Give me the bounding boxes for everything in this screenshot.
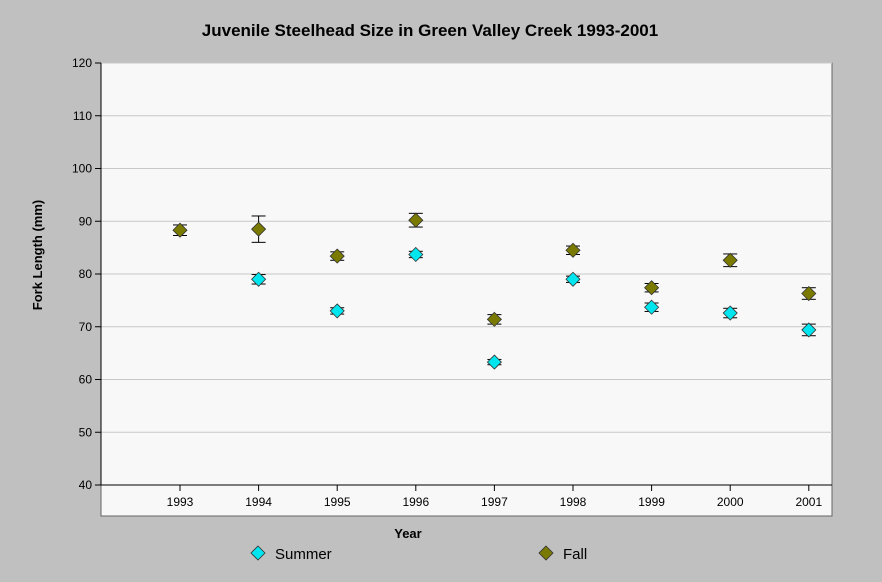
x-tick-label: 1994 (245, 495, 272, 509)
x-tick-label: 1999 (638, 495, 665, 509)
x-axis-title: Year (394, 526, 421, 541)
x-tick-label: 1993 (167, 495, 194, 509)
data-point-summer-1994 (251, 271, 267, 287)
legend-marker-fall (538, 545, 554, 561)
legend-marker-summer (250, 545, 266, 561)
y-axis-title: Fork Length (mm) (30, 200, 45, 311)
data-point-summer-1998 (565, 271, 581, 287)
x-tick-label: 1996 (402, 495, 429, 509)
y-tick-label: 90 (79, 214, 93, 228)
data-point-summer-1996 (408, 246, 424, 263)
legend: Summer Fall (250, 545, 587, 563)
x-tick-label: 1998 (560, 495, 587, 509)
x-tick-label: 2001 (795, 495, 822, 509)
data-point-fall-1995 (329, 248, 345, 264)
legend-label-summer: Summer (275, 546, 332, 563)
data-point-fall-1999 (644, 280, 660, 296)
data-point-fall-1993 (172, 222, 188, 238)
y-tick-label: 110 (73, 109, 92, 123)
y-tick-label: 60 (79, 373, 93, 387)
x-axis-ticks: 1993 1994 1995 1996 1997 1998 1999 2000 2001 (167, 485, 822, 509)
x-tick-label: 2000 (717, 495, 744, 509)
y-tick-label: 40 (79, 478, 93, 492)
y-tick-label: 100 (72, 162, 92, 176)
data-point-fall-2001 (801, 285, 817, 302)
data-point-fall-1996 (408, 212, 424, 228)
data-point-summer-1995 (329, 303, 345, 319)
y-tick-label: 120 (72, 56, 92, 70)
plot-area (100, 62, 833, 517)
y-axis-ticks: 40 50 60 70 80 90 100 110 120 (72, 56, 101, 492)
data-point-summer-1999 (644, 299, 660, 315)
x-tick-label: 1997 (481, 495, 508, 509)
legend-label-fall: Fall (563, 546, 587, 563)
y-tick-label: 70 (79, 320, 93, 334)
y-tick-label: 80 (79, 267, 93, 281)
data-point-fall-1997 (486, 311, 502, 327)
grid-lines (101, 62, 832, 433)
data-point-summer-1997 (486, 354, 502, 370)
y-tick-label: 50 (79, 425, 93, 439)
x-tick-label: 1995 (324, 495, 351, 509)
data-point-fall-1994 (251, 221, 267, 237)
data-point-fall-1998 (565, 242, 581, 258)
data-point-fall-2000 (722, 252, 738, 268)
data-point-summer-2001 (801, 322, 817, 338)
data-point-summer-2000 (722, 305, 738, 321)
chart-title: Juvenile Steelhead Size in Green Valley … (202, 21, 658, 40)
data-points (172, 212, 817, 370)
